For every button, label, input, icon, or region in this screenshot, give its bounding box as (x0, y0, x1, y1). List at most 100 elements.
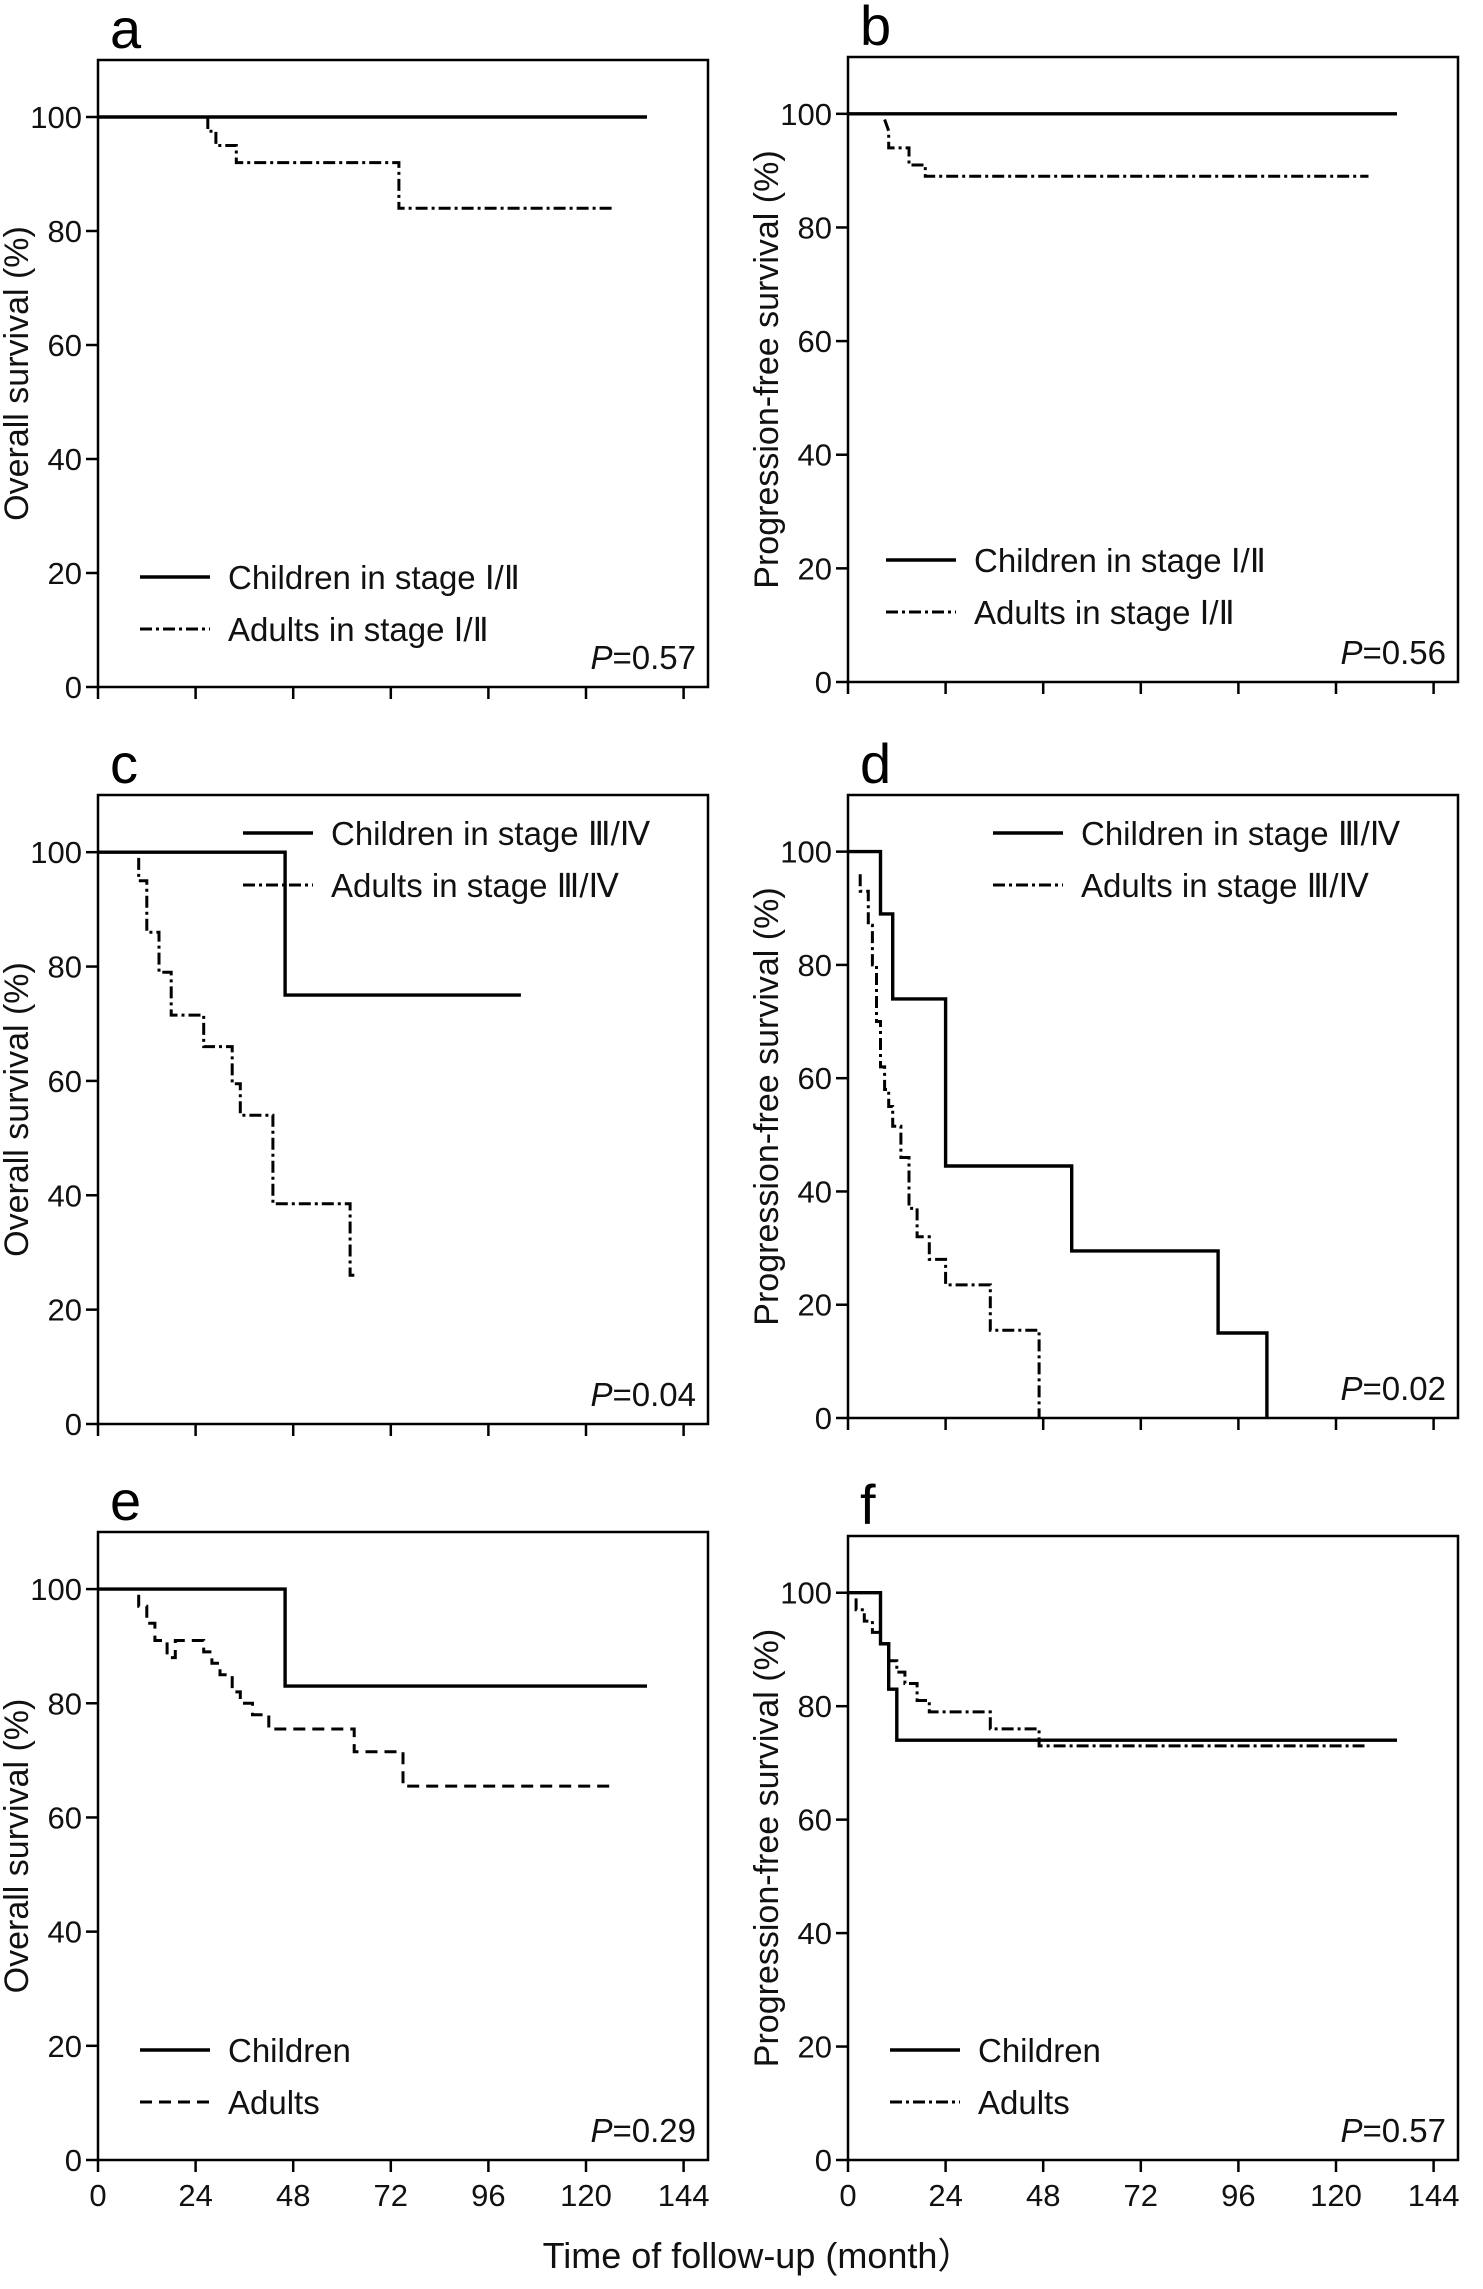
p-value: P=0.02 (1340, 1370, 1446, 1407)
y-tick-label: 0 (65, 670, 82, 705)
series-line-children (848, 849, 1269, 1418)
x-tick-label: 96 (1221, 2178, 1255, 2213)
y-tick-label: 80 (798, 210, 832, 245)
series-line-children (98, 850, 521, 997)
y-tick-label: 40 (798, 1916, 832, 1951)
y-tick-label: 40 (48, 1178, 82, 1213)
y-tick-label: 0 (815, 2143, 832, 2178)
y-tick-label: 20 (798, 1288, 832, 1323)
legend-label: Adults (228, 2084, 320, 2121)
panel-label: a (110, 0, 142, 60)
panel-label: b (860, 0, 891, 57)
y-tick-label: 100 (30, 100, 82, 135)
y-tick-label: 60 (48, 1064, 82, 1099)
panel-c: c 0 20 40 60 80 100 Overall survival (%) Childre… (0, 732, 710, 1442)
x-tick-label: 72 (1124, 2178, 1158, 2213)
series-line-children (98, 1587, 647, 1688)
y-tick-label: 20 (48, 1293, 82, 1328)
plot-frame (846, 793, 1460, 1420)
legend-label: Adults in stage Ⅲ/Ⅳ (1081, 867, 1370, 904)
y-tick-label: 20 (48, 2029, 82, 2064)
plot-frame (96, 58, 710, 689)
p-value: P=0.57 (1340, 2112, 1446, 2149)
y-tick-label: 80 (48, 214, 82, 249)
y-tick-label: 0 (65, 2143, 82, 2178)
panel-d: d 0 20 40 60 80 100 Progression-free survival (… (748, 732, 1460, 1436)
x-tick-label: 48 (1026, 2178, 1060, 2213)
x-tick-label: 96 (471, 2178, 505, 2213)
legend: Children in stage Ⅲ/Ⅳ Adults in stage Ⅲ/Ⅳ (993, 815, 1401, 904)
y-tick-label: 80 (48, 1686, 82, 1721)
panel-e: e 0 20 40 60 80 100 0 24 48 72 96 120 144 Overall surv… (0, 1469, 709, 2213)
plot-frame (96, 793, 710, 1426)
y-axis-title: Progression-free survival (%) (748, 887, 786, 1325)
x-axis-title: Time of follow-up (month） (543, 2235, 974, 2276)
x-tick-label: 0 (89, 2178, 106, 2213)
y-axis-title: Progression-free survival (%) (748, 1629, 786, 2067)
panel-a: a 0 20 40 60 80 100 Overall survival (%) Childre… (0, 0, 710, 705)
y-tick-label: 60 (798, 1061, 832, 1096)
y-tick-label: 60 (48, 1800, 82, 1835)
legend-label: Adults (978, 2084, 1070, 2121)
legend-label: Children (228, 2032, 351, 2069)
y-tick-label: 80 (798, 948, 832, 983)
x-tick-label: 120 (560, 2178, 612, 2213)
x-tick-label: 144 (658, 2178, 710, 2213)
y-axis-title: Overall survival (%) (0, 962, 36, 1257)
y-tick-label: 60 (798, 1803, 832, 1838)
y-tick-label: 80 (798, 1689, 832, 1724)
x-tick-label: 24 (178, 2178, 212, 2213)
y-tick-label: 20 (798, 551, 832, 586)
legend-label: Adults in stage Ⅰ/Ⅱ (228, 611, 489, 648)
y-tick-label: 40 (48, 442, 82, 477)
y-axis-title: Overall survival (%) (0, 1699, 36, 1994)
y-tick-label: 40 (798, 438, 832, 473)
plot-frame (846, 1534, 1460, 2162)
x-tick-label: 72 (374, 2178, 408, 2213)
x-tick-label: 120 (1310, 2178, 1362, 2213)
series-line-adults (206, 117, 615, 210)
series-line-adults (137, 1594, 615, 1788)
y-tick-label: 100 (780, 835, 832, 870)
y-tick-label: 100 (30, 835, 82, 870)
panel-f: f 0 20 40 60 80 100 0 24 48 72 96 120 144 Progression-… (748, 1473, 1459, 2213)
legend: Children in stage Ⅲ/Ⅳ Adults in stage Ⅲ/Ⅳ (243, 815, 651, 904)
legend-label: Children in stage Ⅲ/Ⅳ (331, 815, 651, 852)
series-line-adults (858, 874, 1041, 1418)
series-line-children (848, 1590, 1397, 1742)
series-line-adults (883, 118, 1369, 178)
y-tick-label: 100 (30, 1572, 82, 1607)
legend-label: Children in stage Ⅰ/Ⅱ (974, 542, 1266, 579)
p-value: P=0.04 (590, 1376, 696, 1413)
panel-label: d (860, 732, 891, 795)
series-line-adults (137, 857, 359, 1277)
legend-label: Children in stage Ⅲ/Ⅳ (1081, 815, 1401, 852)
legend: Children Adults (890, 2032, 1101, 2121)
legend-label: Adults in stage Ⅲ/Ⅳ (331, 867, 620, 904)
legend-label: Adults in stage Ⅰ/Ⅱ (974, 594, 1235, 631)
panel-label: f (860, 1473, 876, 1536)
y-tick-label: 40 (798, 1174, 832, 1209)
plot-frame (96, 1530, 710, 2162)
p-value: P=0.57 (590, 639, 696, 676)
legend-label: Children (978, 2032, 1101, 2069)
x-tick-label: 48 (276, 2178, 310, 2213)
y-tick-label: 0 (65, 1407, 82, 1442)
y-tick-label: 60 (48, 328, 82, 363)
p-value: P=0.56 (1340, 634, 1446, 671)
x-tick-label: 24 (928, 2178, 962, 2213)
y-tick-label: 0 (815, 665, 832, 700)
panel-label: e (110, 1469, 141, 1532)
y-tick-label: 20 (798, 2030, 832, 2065)
y-tick-label: 20 (48, 556, 82, 591)
y-tick-label: 40 (48, 1915, 82, 1950)
panel-b: b 0 20 40 60 80 100 Progression-free survival (… (748, 0, 1460, 700)
legend: Children in stage Ⅰ/Ⅱ Adults in stage Ⅰ/Ⅱ (886, 542, 1266, 631)
x-tick-label: 144 (1408, 2178, 1460, 2213)
plot-frame (846, 55, 1460, 684)
p-value: P=0.29 (590, 2112, 696, 2149)
y-tick-label: 80 (48, 950, 82, 985)
y-tick-label: 100 (780, 1576, 832, 1611)
y-tick-label: 0 (815, 1401, 832, 1436)
y-tick-label: 60 (798, 324, 832, 359)
